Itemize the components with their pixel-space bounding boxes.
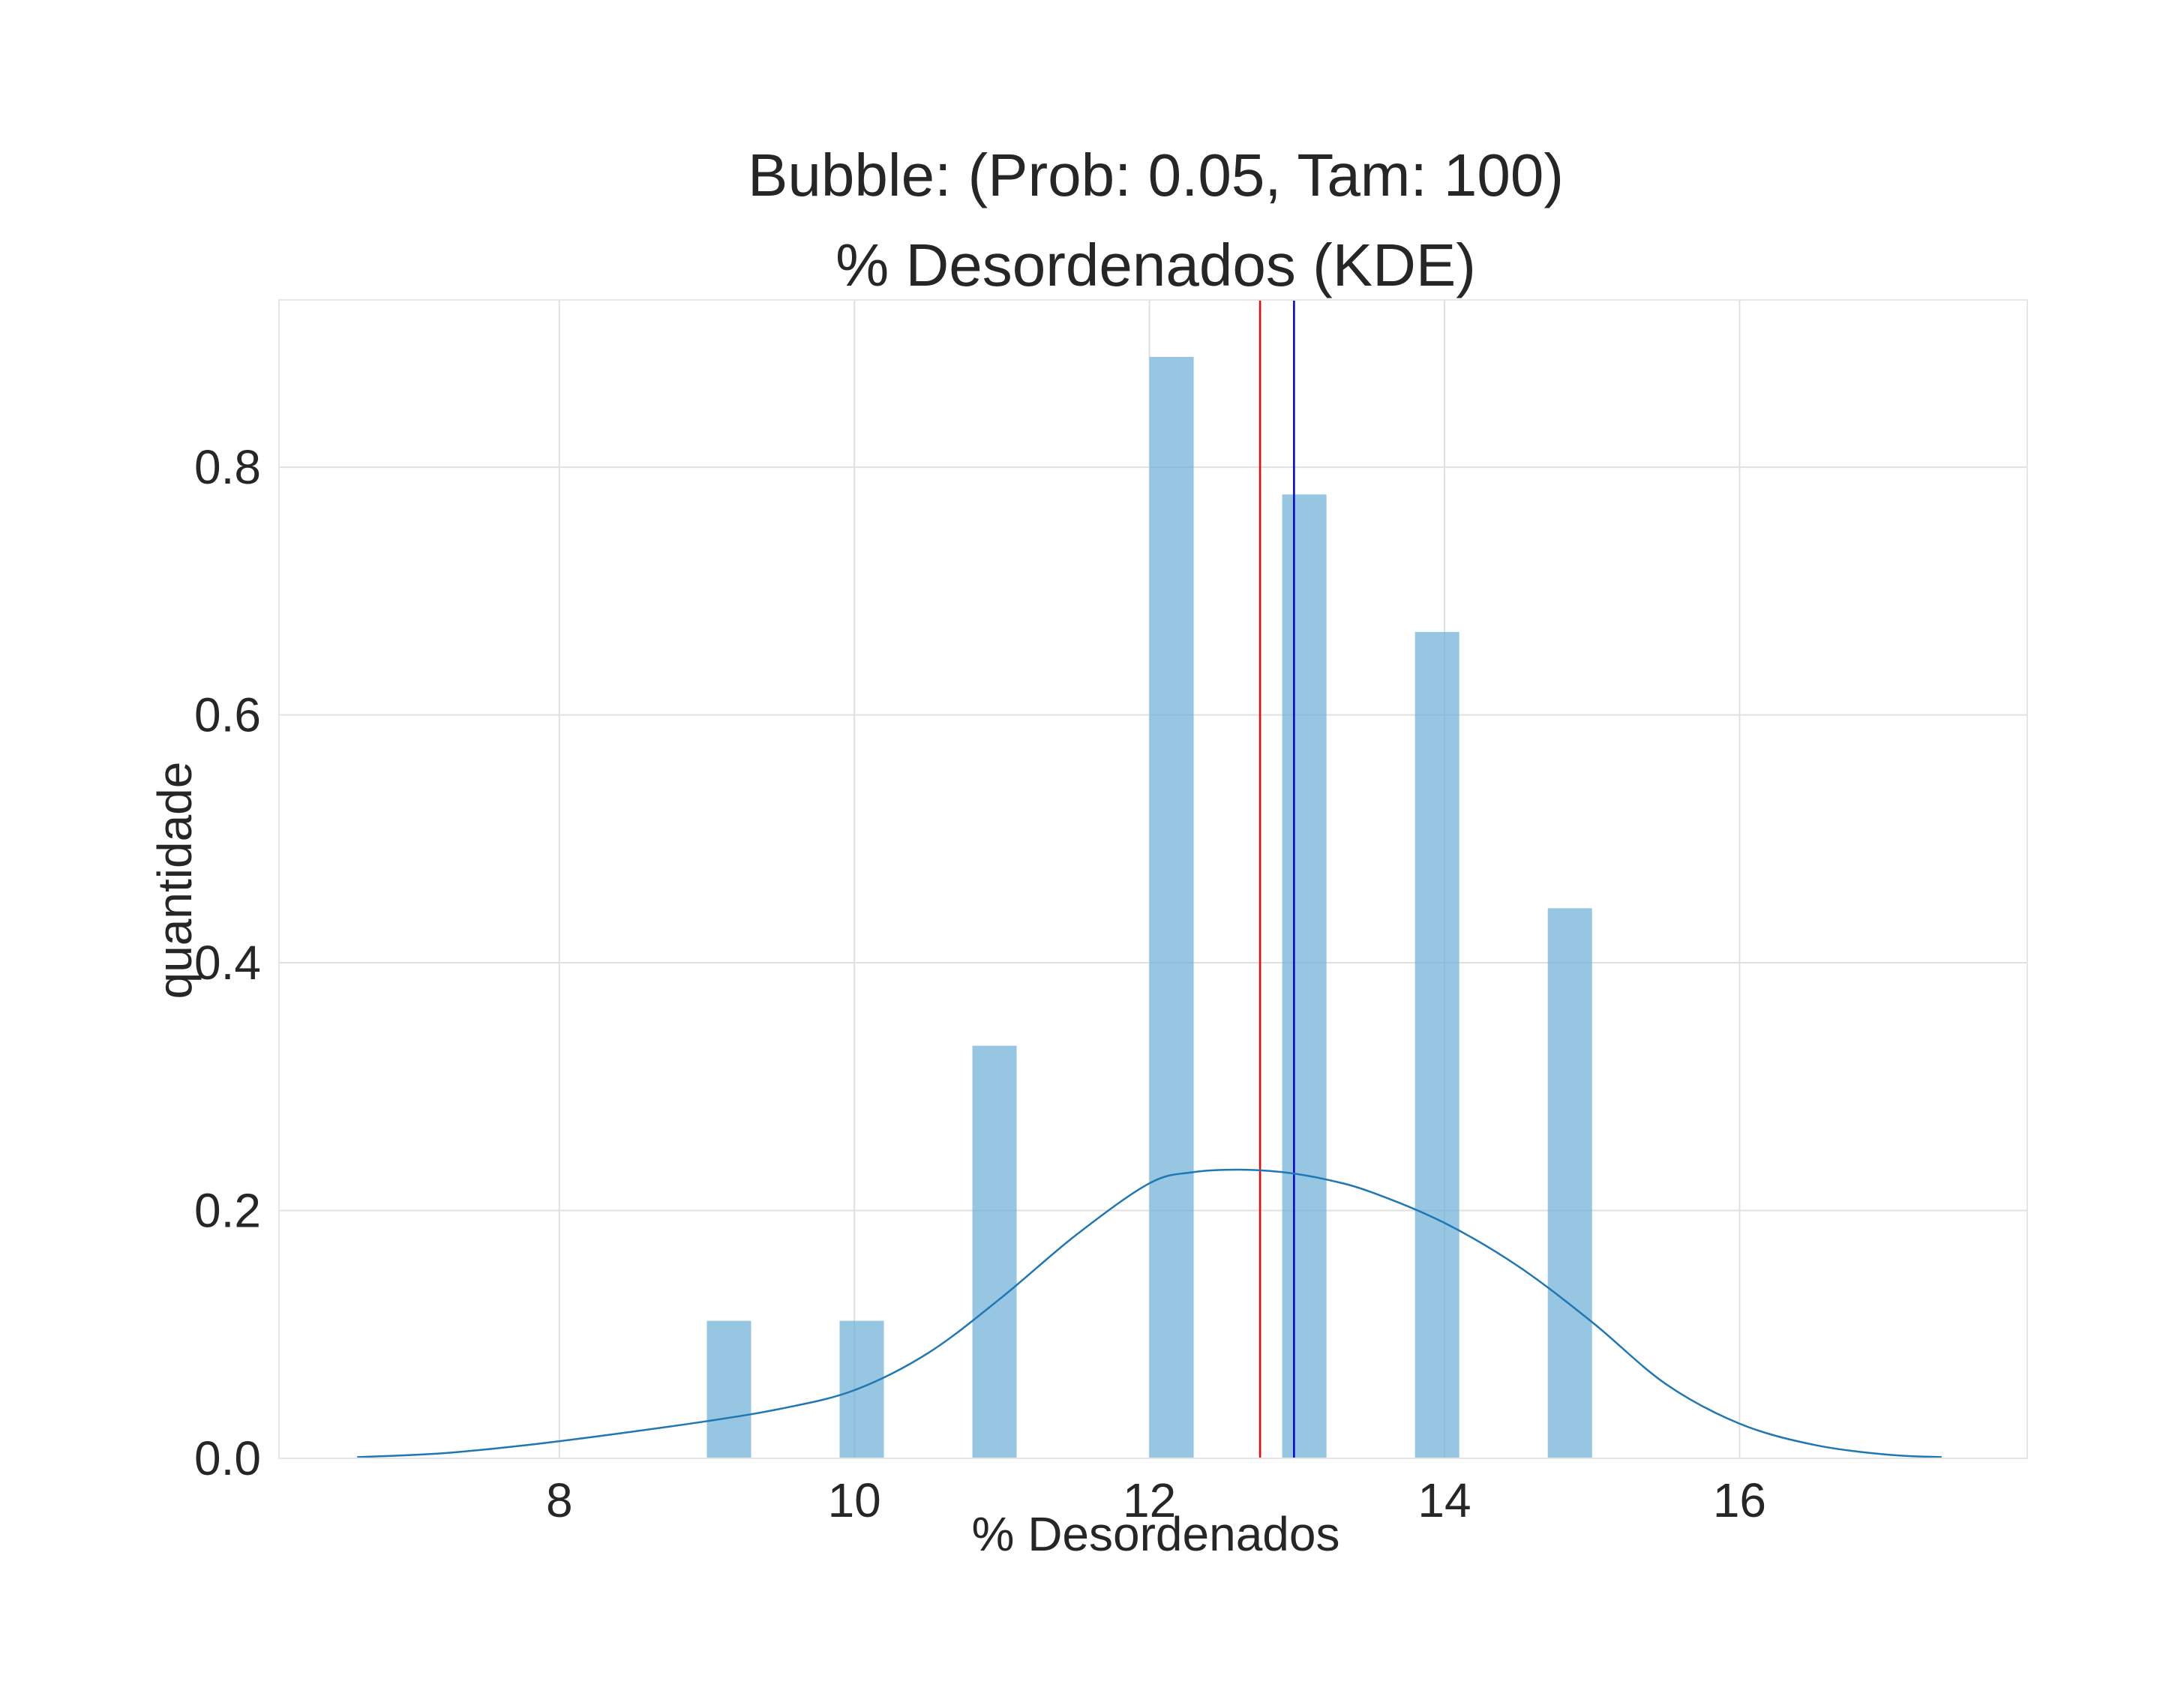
x-tick-label: 8 [546,1473,573,1527]
histogram-bar [1282,494,1327,1459]
chart-title: Bubble: (Prob: 0.05, Tam: 100) [747,142,1564,208]
reference-lines [1258,300,1295,1458]
x-axis-label: % Desordenados [972,1507,1340,1561]
histogram-bar [839,1320,884,1458]
histogram-bars [706,357,1592,1459]
y-tick-label: 0.2 [194,1184,261,1238]
x-tick-label: 14 [1418,1473,1471,1527]
kde-curve-group [357,1168,1942,1458]
kde-curve [357,1168,1942,1458]
plot-frame [278,299,2028,1459]
x-tick-label: 12 [1123,1473,1176,1527]
y-tick-label: 0.0 [194,1431,261,1485]
chart-subtitle: % Desordenados (KDE) [836,232,1476,298]
x-tick-label: 16 [1713,1473,1766,1527]
x-tick-label: 10 [828,1473,881,1527]
histogram-bar [1547,908,1592,1458]
y-tick-label: 0.8 [194,440,261,494]
histogram-bar [1149,357,1194,1458]
histogram-bar [972,1045,1017,1458]
y-tick-label: 0.6 [194,688,261,742]
histogram-bar [1414,631,1460,1458]
y-tick-label: 0.4 [194,936,261,990]
histogram-bar [706,1320,752,1458]
tick-labels: 8 10 12 14 16 0.0 0.2 0.4 0.6 0.8 [194,440,1766,1527]
y-axis-label: quantidade [148,762,202,999]
